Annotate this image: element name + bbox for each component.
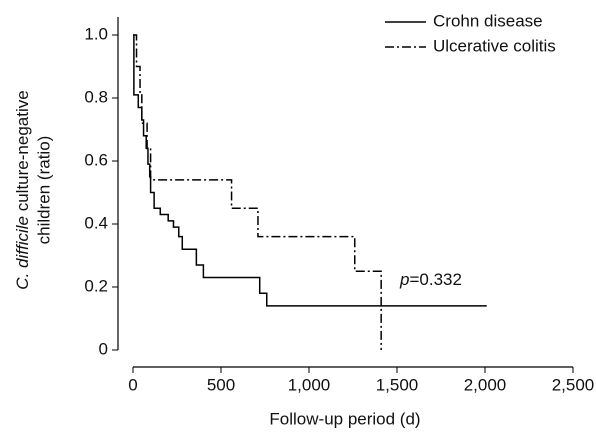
annotation-rest: =0.332 [409, 270, 461, 289]
x-tick-label: 1,000 [288, 375, 331, 394]
y-label-rest: culture-negative [13, 90, 32, 216]
annotation: p=0.332 [399, 270, 462, 289]
annotation-italic: p [399, 270, 409, 289]
x-axis-label: Follow-up period (d) [269, 409, 420, 428]
y-tick-label: 0.8 [84, 87, 108, 106]
y-tick-label: 0.2 [84, 276, 108, 295]
x-tick-label: 1,500 [376, 375, 419, 394]
y-tick-label: 1.0 [84, 24, 108, 43]
x-tick-label: 2,000 [464, 375, 507, 394]
y-label-italic: C. difficile [13, 216, 32, 290]
legend-label: Crohn disease [433, 11, 543, 30]
y-tick-label: 0.4 [84, 213, 108, 232]
y-tick-label: 0.6 [84, 150, 108, 169]
legend-label: Ulcerative colitis [433, 36, 556, 55]
y-tick-label: 0 [99, 339, 108, 358]
y-axis-label-line2: children (ratio) [34, 136, 53, 245]
y-axis-label: C. difficile culture-negative children (… [13, 90, 53, 289]
km-line [133, 34, 487, 307]
x-tick-label: 500 [207, 375, 235, 394]
y-axis-label-line1: C. difficile culture-negative [13, 90, 32, 289]
x-tick-label: 0 [128, 375, 137, 394]
km-line [133, 34, 382, 350]
x-tick-label: 2,500 [552, 375, 595, 394]
